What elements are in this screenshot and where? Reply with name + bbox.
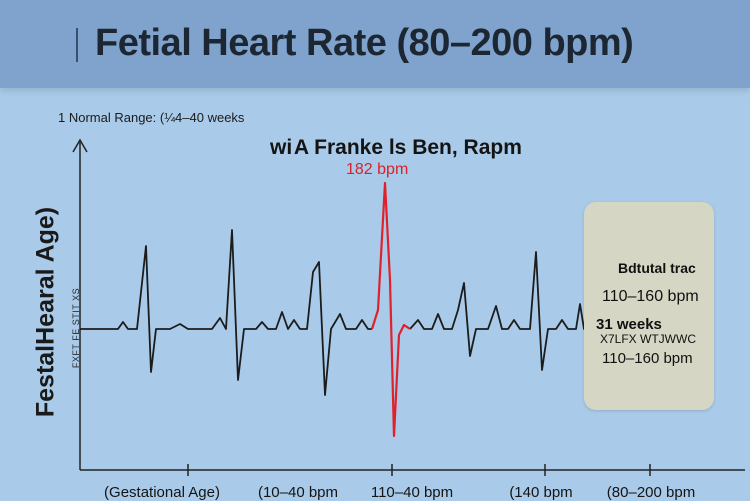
peak-trace-segment — [370, 181, 411, 438]
info-box-range-2: 110–160 bpm — [602, 350, 693, 367]
peak-annotation: 182 bpm — [346, 161, 409, 178]
x-tick-label: (Gestational Age) — [104, 484, 220, 501]
x-axis-ticks — [187, 464, 651, 476]
info-box: Bdtutal trac 110–160 bpm 31 weeks X7LFX … — [584, 202, 714, 410]
x-tick-label: (10–40 bpm — [257, 484, 339, 501]
x-tick-label: (140 bpm — [509, 484, 573, 501]
x-tick-label: (80–200 bpm — [606, 484, 696, 501]
info-box-code: X7LFX WTJWWC — [600, 332, 696, 346]
normal-range-note: 1 Normal Range: (¼4–40 weeks — [58, 110, 245, 125]
info-box-weeks: 31 weeks — [596, 316, 662, 333]
info-box-title: Bdtutal trac — [618, 260, 696, 276]
header-banner: Fetial Heart Rate (80–200 bpm) — [0, 0, 750, 88]
chart-subtitle: wi A Franke ls Ben, Rapm — [270, 136, 522, 159]
x-tick-label: 110–40 bpm — [370, 484, 454, 501]
page-title: Fetial Heart Rate (80–200 bpm) — [95, 22, 634, 64]
heart-rate-trace — [80, 229, 588, 396]
header-accent-bar — [76, 28, 78, 62]
info-box-range: 110–160 bpm — [602, 288, 699, 305]
y-axis — [72, 138, 88, 470]
